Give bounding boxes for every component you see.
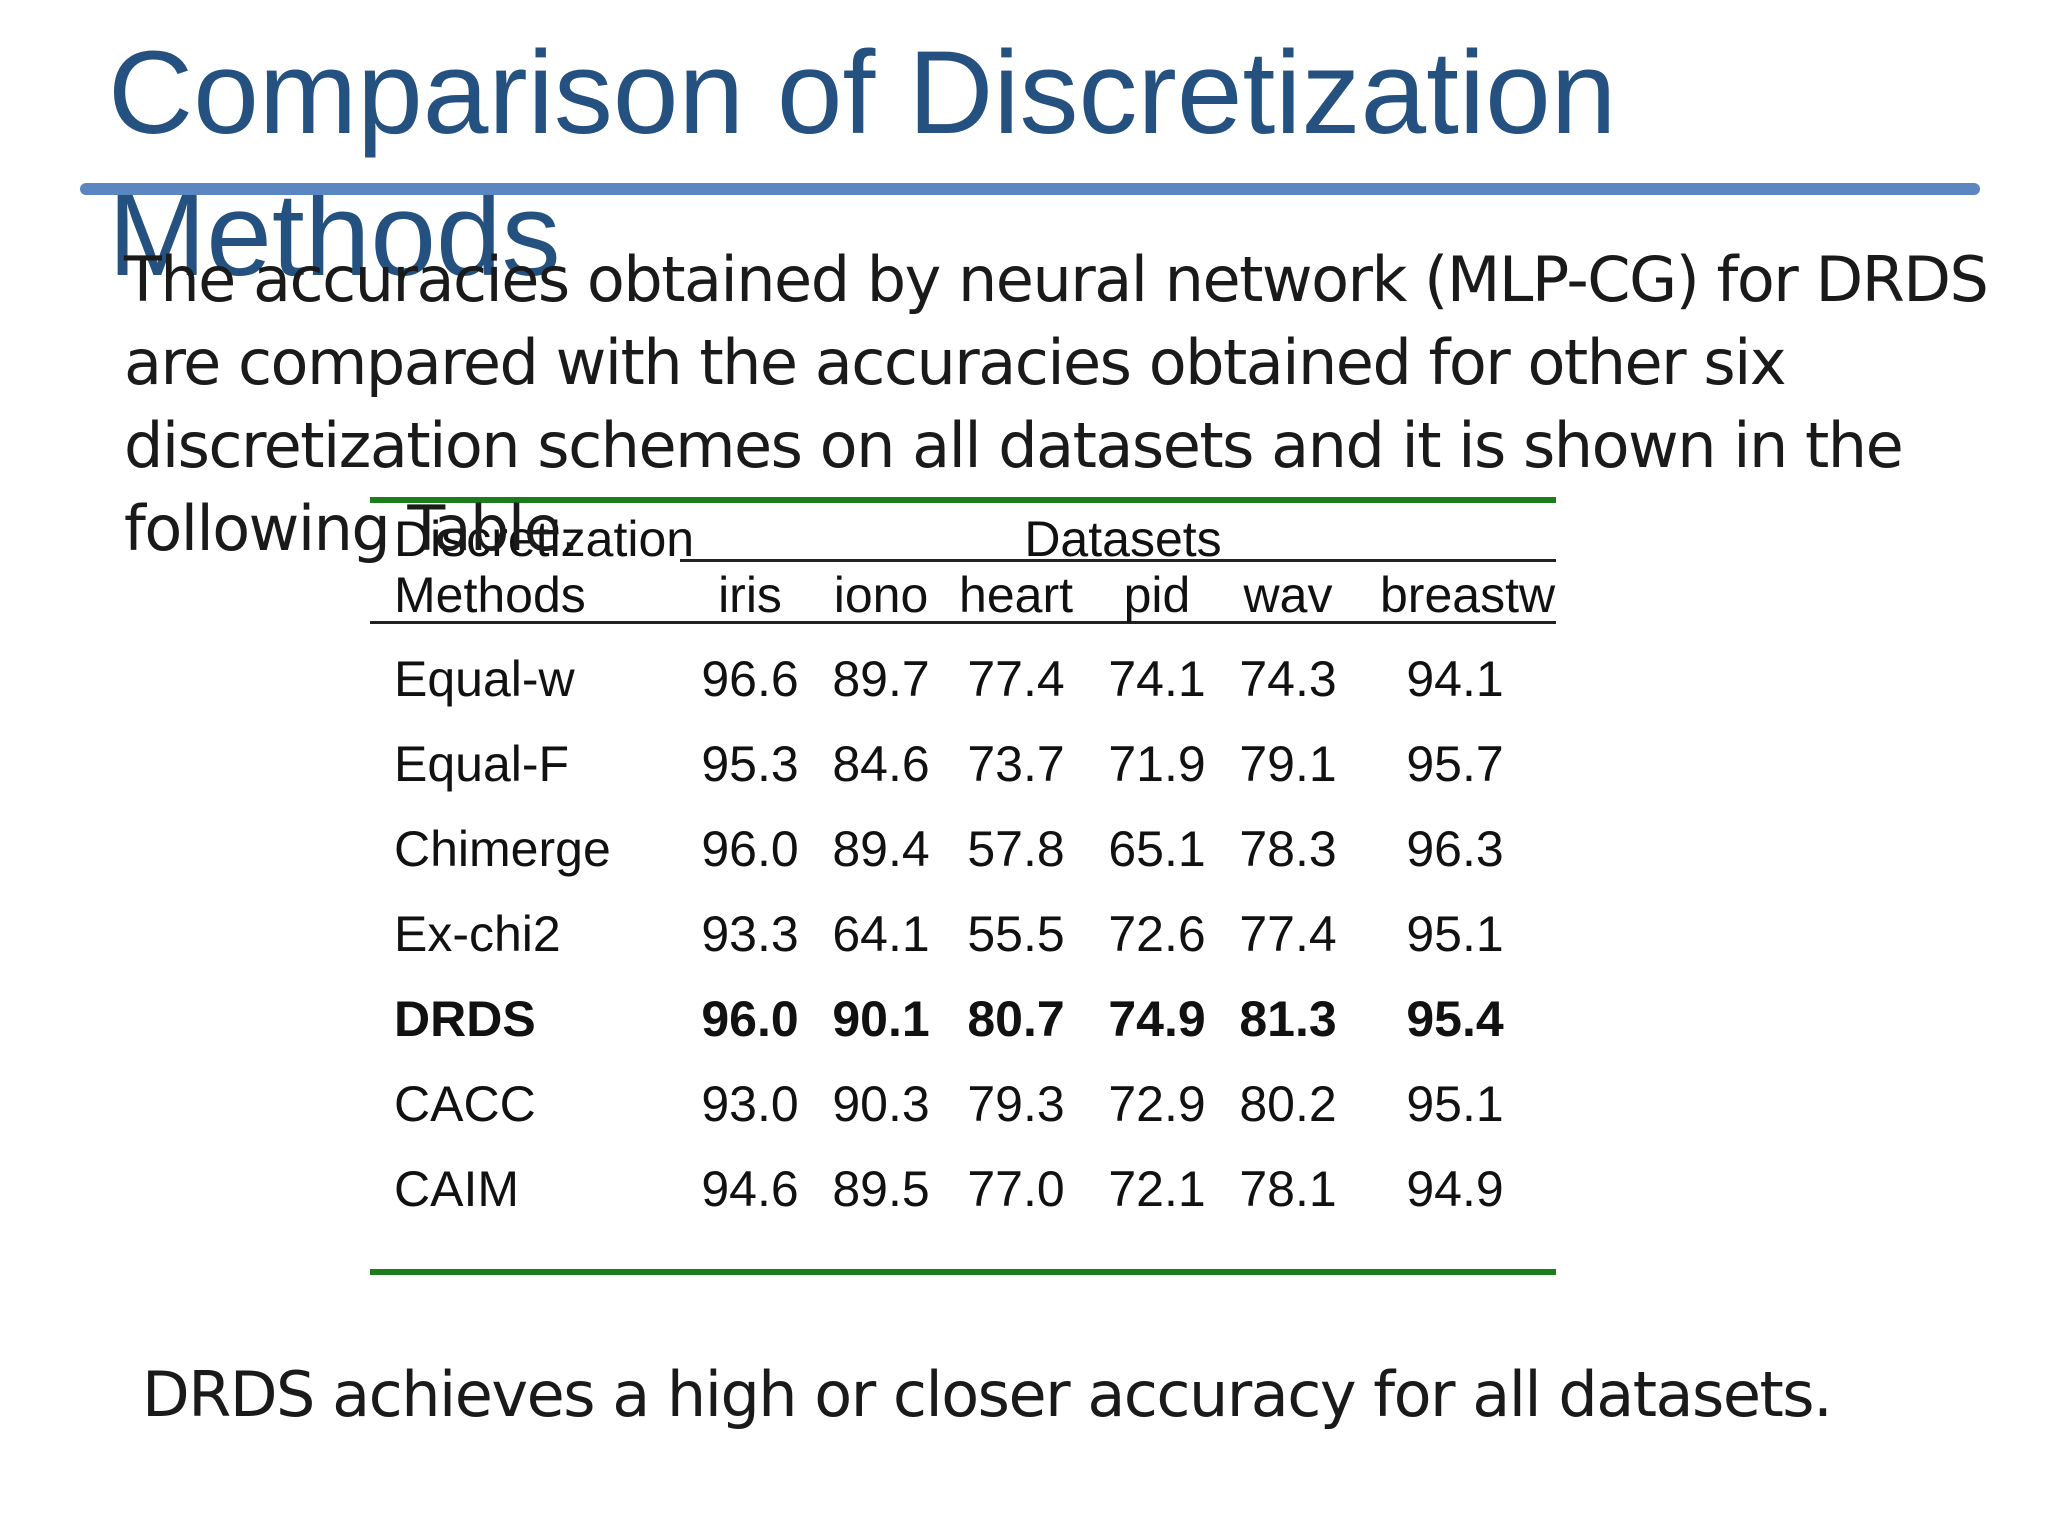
datasets-header-rule xyxy=(680,559,1556,562)
method-name: Equal-F xyxy=(394,736,570,792)
accuracy-cell-iris: 96.0 xyxy=(701,821,799,877)
accuracy-cell-breastw: 94.9 xyxy=(1406,1161,1504,1217)
table-row: DRDS 96.0 90.1 80.7 74.9 81.3 95.4 xyxy=(370,989,1556,1049)
accuracy-cell-wav: 77.4 xyxy=(1239,906,1337,962)
title-divider xyxy=(80,183,1980,195)
method-name: Ex-chi2 xyxy=(394,906,561,962)
table-row: Equal-w 96.6 89.7 77.4 74.1 74.3 94.1 xyxy=(370,649,1556,709)
column-header-iono: iono xyxy=(833,567,929,623)
accuracy-cell-breastw: 94.1 xyxy=(1406,651,1504,707)
accuracy-cell-iris: 93.0 xyxy=(701,1076,799,1132)
accuracy-cell-wav: 74.3 xyxy=(1239,651,1337,707)
accuracy-cell-iono: 89.4 xyxy=(832,821,930,877)
column-header-pid: pid xyxy=(1123,567,1191,623)
table-row: Chimerge 96.0 89.4 57.8 65.1 78.3 96.3 xyxy=(370,819,1556,879)
accuracy-cell-iono: 89.5 xyxy=(832,1161,930,1217)
accuracy-cell-pid: 74.9 xyxy=(1108,991,1206,1047)
accuracy-cell-pid: 74.1 xyxy=(1108,651,1206,707)
datasets-group-header: Datasets xyxy=(1024,511,1222,567)
accuracy-cell-heart: 55.5 xyxy=(967,906,1065,962)
accuracy-cell-iris: 96.0 xyxy=(701,991,799,1047)
method-header-line2: Methods xyxy=(394,567,586,623)
table-bottom-rule xyxy=(370,1269,1556,1275)
accuracy-cell-wav: 78.1 xyxy=(1239,1161,1337,1217)
intro-paragraph: The accuracies obtained by neural networ… xyxy=(124,243,1989,565)
accuracy-cell-heart: 73.7 xyxy=(967,736,1065,792)
accuracy-cell-iono: 64.1 xyxy=(832,906,930,962)
accuracy-cell-pid: 71.9 xyxy=(1108,736,1206,792)
accuracy-cell-breastw: 95.1 xyxy=(1406,1076,1504,1132)
method-name: DRDS xyxy=(394,991,536,1047)
accuracy-cell-breastw: 95.4 xyxy=(1406,991,1504,1047)
table-header-rule xyxy=(370,621,1556,624)
accuracy-cell-iono: 84.6 xyxy=(832,736,930,792)
table-row: Equal-F 95.3 84.6 73.7 71.9 79.1 95.7 xyxy=(370,734,1556,794)
table-row: CAIM 94.6 89.5 77.0 72.1 78.1 94.9 xyxy=(370,1159,1556,1219)
accuracy-cell-heart: 77.0 xyxy=(967,1161,1065,1217)
method-name: CACC xyxy=(394,1076,536,1132)
accuracy-cell-iris: 96.6 xyxy=(701,651,799,707)
table-row: CACC 93.0 90.3 79.3 72.9 80.2 95.1 xyxy=(370,1074,1556,1134)
accuracy-cell-heart: 57.8 xyxy=(967,821,1065,877)
accuracy-cell-wav: 80.2 xyxy=(1239,1076,1337,1132)
method-name: Chimerge xyxy=(394,821,611,877)
accuracy-cell-iono: 89.7 xyxy=(832,651,930,707)
accuracy-cell-breastw: 95.1 xyxy=(1406,906,1504,962)
table-row: Ex-chi2 93.3 64.1 55.5 72.6 77.4 95.1 xyxy=(370,904,1556,964)
accuracy-cell-wav: 79.1 xyxy=(1239,736,1337,792)
column-header-iris: iris xyxy=(718,567,782,623)
column-header-heart: heart xyxy=(959,567,1073,623)
accuracy-cell-wav: 78.3 xyxy=(1239,821,1337,877)
method-name: CAIM xyxy=(394,1161,519,1217)
accuracy-cell-heart: 77.4 xyxy=(967,651,1065,707)
accuracy-cell-wav: 81.3 xyxy=(1239,991,1337,1047)
accuracy-cell-pid: 72.1 xyxy=(1108,1161,1206,1217)
column-header-wav: wav xyxy=(1243,567,1333,623)
column-header-breastw: breastw xyxy=(1380,567,1556,623)
accuracy-cell-iono: 90.3 xyxy=(832,1076,930,1132)
accuracy-cell-heart: 80.7 xyxy=(967,991,1065,1047)
accuracy-cell-iris: 94.6 xyxy=(701,1161,799,1217)
accuracy-cell-breastw: 95.7 xyxy=(1406,736,1504,792)
table-top-rule xyxy=(370,497,1556,503)
accuracy-cell-iono: 90.1 xyxy=(832,991,930,1047)
accuracy-cell-pid: 72.9 xyxy=(1108,1076,1206,1132)
method-header-line1: Discretization xyxy=(394,511,695,567)
accuracy-cell-pid: 65.1 xyxy=(1108,821,1206,877)
accuracy-cell-breastw: 96.3 xyxy=(1406,821,1504,877)
accuracy-cell-iris: 95.3 xyxy=(701,736,799,792)
accuracy-cell-heart: 79.3 xyxy=(967,1076,1065,1132)
method-name: Equal-w xyxy=(394,651,575,707)
results-table: Discretization Methods Datasets iris iono… xyxy=(370,497,1556,1277)
conclusion-text: DRDS achieves a high or closer accuracy … xyxy=(142,1358,1833,1431)
accuracy-cell-iris: 93.3 xyxy=(701,906,799,962)
accuracy-cell-pid: 72.6 xyxy=(1108,906,1206,962)
